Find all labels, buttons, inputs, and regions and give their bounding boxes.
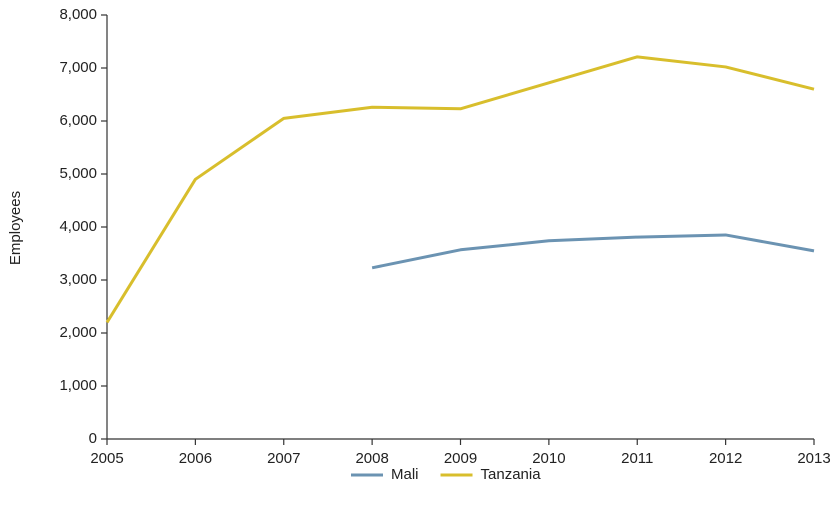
- y-tick-label: 5,000: [59, 165, 97, 182]
- y-tick-label: 6,000: [59, 112, 97, 129]
- y-tick-label: 2,000: [59, 324, 97, 341]
- y-tick-label: 8,000: [59, 6, 97, 23]
- x-tick-label: 2011: [621, 450, 653, 467]
- x-tick-label: 2005: [90, 450, 123, 467]
- x-tick-label: 2012: [709, 450, 742, 467]
- x-tick-label: 2007: [267, 450, 300, 467]
- legend-label: Tanzania: [481, 466, 542, 483]
- x-tick-label: 2010: [532, 450, 565, 467]
- y-tick-label: 4,000: [59, 218, 97, 235]
- legend-label: Mali: [391, 466, 419, 483]
- y-tick-label: 3,000: [59, 271, 97, 288]
- series-line: [371, 233, 815, 270]
- x-tick-label: 2013: [797, 450, 830, 467]
- y-tick-label: 0: [89, 430, 97, 447]
- y-tick-label: 1,000: [59, 377, 97, 394]
- x-tick-label: 2006: [179, 450, 212, 467]
- y-axis-label: Employees: [7, 191, 24, 265]
- x-tick-label: 2008: [355, 450, 388, 467]
- y-tick-label: 7,000: [59, 59, 97, 76]
- series-line: [105, 55, 815, 324]
- x-tick-label: 2009: [444, 450, 477, 467]
